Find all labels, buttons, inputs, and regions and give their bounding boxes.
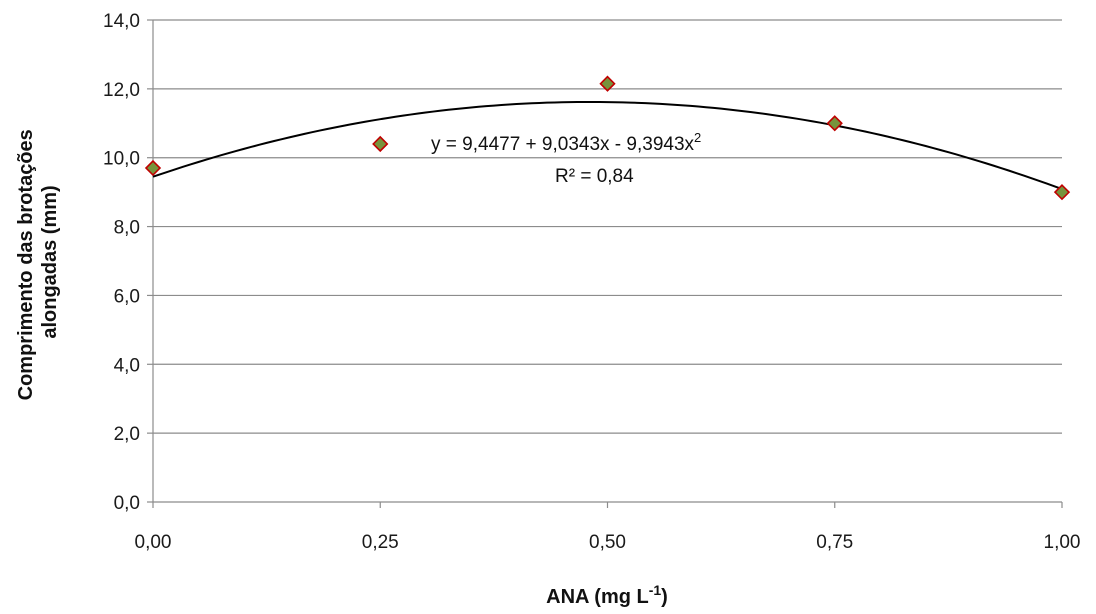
x-tick-label: 0,50 bbox=[589, 532, 626, 553]
data-point bbox=[373, 137, 387, 151]
x-axis-title-superscript: -1 bbox=[649, 582, 662, 598]
y-tick-label: 2,0 bbox=[114, 424, 140, 445]
equation-superscript: 2 bbox=[694, 130, 701, 145]
x-tick-label: 1,00 bbox=[1044, 532, 1081, 553]
y-axis-title: Comprimento das brotações alongadas (mm) bbox=[15, 124, 61, 401]
y-tick-label: 8,0 bbox=[114, 218, 140, 239]
y-tick-label: 14,0 bbox=[103, 11, 140, 32]
trendline-equation: y = 9,4477 + 9,0343x - 9,3943x2 bbox=[431, 130, 701, 155]
y-tick-label: 10,0 bbox=[103, 149, 140, 170]
y-axis-title-line2: alongadas (mm) bbox=[39, 185, 61, 338]
y-tick-label: 6,0 bbox=[114, 286, 140, 307]
axes bbox=[147, 20, 1062, 508]
y-tick-label: 0,0 bbox=[114, 493, 140, 514]
y-axis-title-line1: Comprimento das brotações bbox=[15, 129, 37, 400]
x-axis-title: ANA (mg L-1) bbox=[546, 582, 668, 608]
y-tick-label: 12,0 bbox=[103, 80, 140, 101]
r-squared-label: R² = 0,84 bbox=[555, 166, 634, 187]
x-tick-label: 0,25 bbox=[362, 532, 399, 553]
data-point bbox=[146, 161, 160, 175]
x-tick-label: 0,75 bbox=[816, 532, 853, 553]
x-tick-label: 0,00 bbox=[135, 532, 172, 553]
x-tick-labels: 0,00 0,25 0,50 0,75 1,00 bbox=[135, 532, 1081, 553]
data-point bbox=[828, 116, 842, 130]
y-tick-label: 4,0 bbox=[114, 355, 140, 376]
y-tick-labels: 0,0 2,0 4,0 6,0 8,0 10,0 12,0 14,0 bbox=[103, 11, 140, 514]
